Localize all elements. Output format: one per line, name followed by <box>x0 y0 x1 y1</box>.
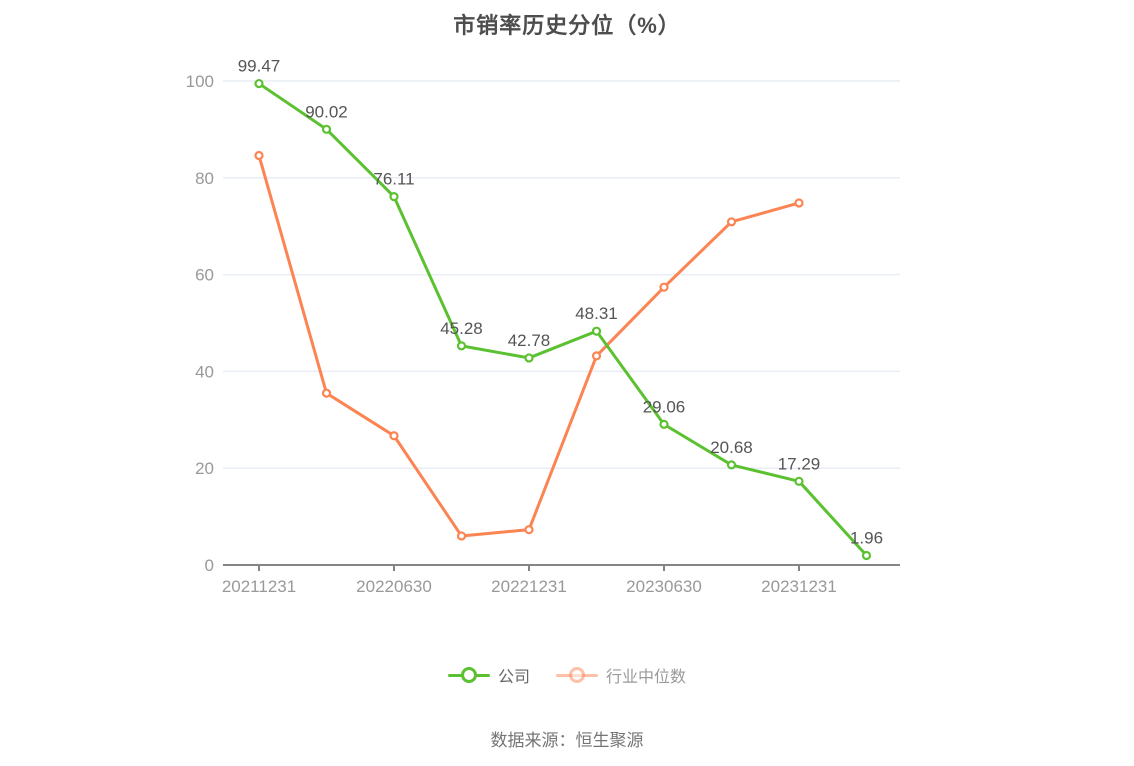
legend-label-company: 公司 <box>497 669 530 686</box>
y-axis-tick-label-60: 60 <box>195 266 214 285</box>
y-axis-tick-label-20: 20 <box>195 459 214 478</box>
data-point-company-7[interactable] <box>726 460 737 470</box>
data-label-company-2: 76.11 <box>373 170 414 189</box>
x-axis-tick-label-20231231: 20231231 <box>761 577 837 596</box>
x-axis-tick-label-20220630: 20220630 <box>356 577 432 596</box>
data-label-company-0: 99.47 <box>238 57 281 76</box>
data-label-company-8: 17.29 <box>778 454 821 473</box>
company-line-marker-icon <box>447 662 490 688</box>
legend-label-industry-median: 行业中位数 <box>606 669 687 686</box>
series-line-company <box>257 82 868 558</box>
data-point-industry-median-2[interactable] <box>389 431 399 441</box>
data-point-industry-median-1[interactable] <box>321 388 332 398</box>
y-axis-tick-label-80: 80 <box>195 169 214 188</box>
data-label-company-4: 42.78 <box>508 331 551 350</box>
chart-legend: 公司 行业中位数 <box>0 662 1134 688</box>
data-point-industry-median-6[interactable] <box>659 282 669 292</box>
data-point-industry-median-0[interactable] <box>254 150 264 161</box>
data-point-company-0[interactable] <box>254 78 264 89</box>
data-point-company-6[interactable] <box>659 419 669 429</box>
data-point-industry-median-8[interactable] <box>794 198 804 208</box>
legend-item-company[interactable]: 公司 <box>447 662 530 688</box>
data-label-company-6: 29.06 <box>643 397 686 416</box>
x-axis-tick-label-20211231: 20211231 <box>222 577 296 596</box>
data-label-company-3: 45.28 <box>440 319 483 338</box>
data-point-company-8[interactable] <box>794 476 804 486</box>
data-point-industry-median-5[interactable] <box>591 351 602 361</box>
data-point-company-1[interactable] <box>321 124 332 134</box>
data-label-company-1: 90.02 <box>305 102 348 121</box>
data-label-company-9: 1.96 <box>850 529 883 548</box>
legend-item-industry-median[interactable]: 行业中位数 <box>556 662 686 688</box>
data-point-company-9[interactable] <box>861 550 872 561</box>
data-label-company-7: 20.68 <box>710 438 753 457</box>
y-axis-tick-label-100: 100 <box>186 72 214 91</box>
chart-title: 市销率历史分位（%） <box>453 13 681 38</box>
data-point-company-4[interactable] <box>524 353 534 363</box>
y-axis-tick-label-0: 0 <box>205 556 214 575</box>
data-source-note: 数据来源：恒生聚源 <box>490 731 644 750</box>
industry-median-line-marker-icon <box>556 662 598 688</box>
x-axis-tick-label-20221231: 20221231 <box>491 577 567 596</box>
data-point-company-5[interactable] <box>591 326 602 336</box>
data-label-company-5: 48.31 <box>575 304 618 323</box>
data-point-company-2[interactable] <box>389 192 399 202</box>
data-point-company-3[interactable] <box>456 341 467 351</box>
data-point-industry-median-4[interactable] <box>524 525 534 535</box>
data-point-industry-median-7[interactable] <box>726 217 737 227</box>
x-axis-tick-label-20230630: 20230630 <box>626 577 702 596</box>
chart-canvas[interactable]: 0 20 40 60 80 100 20211231 20220630 20221231 2023… <box>0 0 1134 640</box>
y-axis-tick-label-40: 40 <box>195 362 214 381</box>
data-point-industry-median-3[interactable] <box>456 531 467 541</box>
